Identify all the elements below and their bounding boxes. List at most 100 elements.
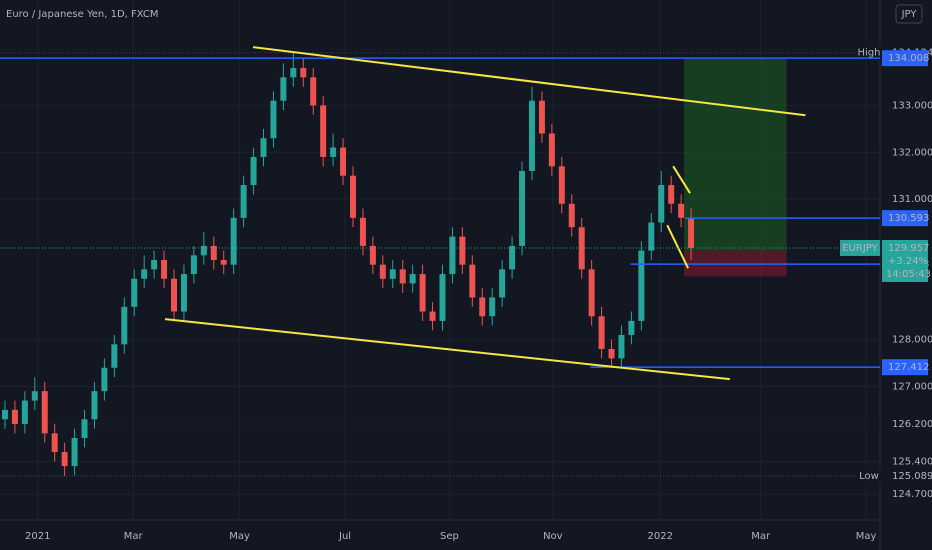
countdown: 14:05:43 (886, 269, 931, 280)
candle-body (190, 255, 197, 275)
candle-body (528, 100, 535, 171)
candle-body (439, 274, 446, 321)
candle-body (220, 260, 227, 265)
trend-line (672, 165, 691, 194)
level-label-box (882, 210, 928, 227)
candle-body (41, 391, 48, 434)
candle-body (628, 320, 635, 335)
candle-body (638, 250, 645, 321)
candle-body (250, 156, 257, 186)
candle-body (200, 245, 207, 256)
candle-body (91, 391, 98, 420)
candle-body (678, 203, 685, 218)
candle-body (499, 269, 506, 298)
candle-body (449, 236, 456, 275)
extreme-box (856, 468, 882, 485)
candle-body (121, 306, 128, 345)
candle-body (349, 175, 356, 218)
level-label-box (882, 359, 928, 376)
candle-body (668, 185, 675, 204)
y-tick-label: 126.200 (892, 419, 932, 430)
currency-box (895, 4, 923, 24)
y-tick-label: 132.000 (892, 147, 932, 158)
x-tick-label: May (856, 531, 877, 542)
trend-line (164, 318, 730, 381)
x-tick-label: May (229, 531, 250, 542)
trend-line (666, 224, 689, 269)
candle-body (578, 227, 585, 270)
extreme-label: Low (859, 471, 879, 482)
candle-body (399, 269, 406, 284)
candle-body (469, 264, 476, 298)
candle-body (61, 452, 68, 467)
candle-body (81, 419, 88, 439)
candle-body (459, 236, 466, 265)
level-label-box (882, 50, 928, 67)
candle-body (330, 147, 337, 157)
candle-body (509, 245, 516, 270)
candle-body (161, 260, 168, 279)
candle-body (230, 217, 237, 265)
candle-body (210, 245, 217, 260)
extreme-value-box (882, 468, 928, 485)
candle-body (171, 278, 178, 312)
candle-body (71, 438, 78, 467)
candle-body (31, 391, 38, 401)
change-label: +3.24% (888, 256, 928, 267)
candle-body (359, 217, 366, 246)
y-tick-label: 128.000 (892, 335, 932, 346)
candle-body (21, 400, 28, 424)
candle-body (270, 100, 277, 139)
y-tick-label: 127.000 (892, 381, 932, 392)
target-zone (684, 58, 787, 251)
y-tick-label: 124.700 (892, 489, 932, 500)
x-tick-label: Nov (543, 531, 563, 542)
candle-body (568, 203, 575, 228)
x-tick-label: Mar (124, 531, 144, 542)
candle-body (11, 409, 18, 424)
candle-body (598, 316, 605, 350)
candle-body (300, 67, 307, 78)
x-tick-label: Mar (751, 531, 771, 542)
candle-body (688, 217, 695, 248)
candle-body (320, 105, 327, 157)
last-price: 129.957 (888, 243, 929, 254)
candle-body (519, 170, 526, 246)
symbol-label: EURJPY (842, 243, 878, 254)
candle-body (1, 409, 8, 420)
candle-body (588, 269, 595, 317)
candle-body (379, 264, 386, 279)
level-label: 127.412 (888, 362, 929, 373)
candle-body (51, 433, 58, 453)
price-box (882, 239, 928, 282)
candle-body (658, 185, 665, 223)
candle-body (280, 77, 287, 101)
symbol-box (840, 239, 880, 256)
y-tick-label: 133.000 (892, 100, 932, 111)
candle-body (369, 245, 376, 265)
candle-body (240, 185, 247, 218)
candle-body (131, 278, 138, 307)
extreme-label: High (858, 48, 881, 59)
candle-body (389, 269, 396, 279)
candle-body (180, 274, 187, 312)
trend-line (252, 46, 806, 117)
chart-title: Euro / Japanese Yen, 1D, FXCM (6, 9, 159, 20)
candle-body (151, 260, 158, 270)
candle-body (548, 133, 555, 167)
x-tick-label: 2022 (648, 531, 673, 542)
level-label: 134.008 (888, 53, 929, 64)
candle-body (648, 222, 655, 251)
candle-body (558, 166, 565, 204)
candle-body (101, 367, 108, 392)
currency-label: JPY (901, 9, 918, 20)
candle-body (538, 100, 545, 134)
x-tick-label: Sep (440, 531, 459, 542)
candle-body (618, 334, 625, 359)
candle-body (489, 297, 496, 317)
extreme-value: 125.089 (892, 471, 932, 482)
candle-body (409, 274, 416, 284)
candle-body (479, 297, 486, 317)
y-tick-label: 125.400 (892, 456, 932, 467)
